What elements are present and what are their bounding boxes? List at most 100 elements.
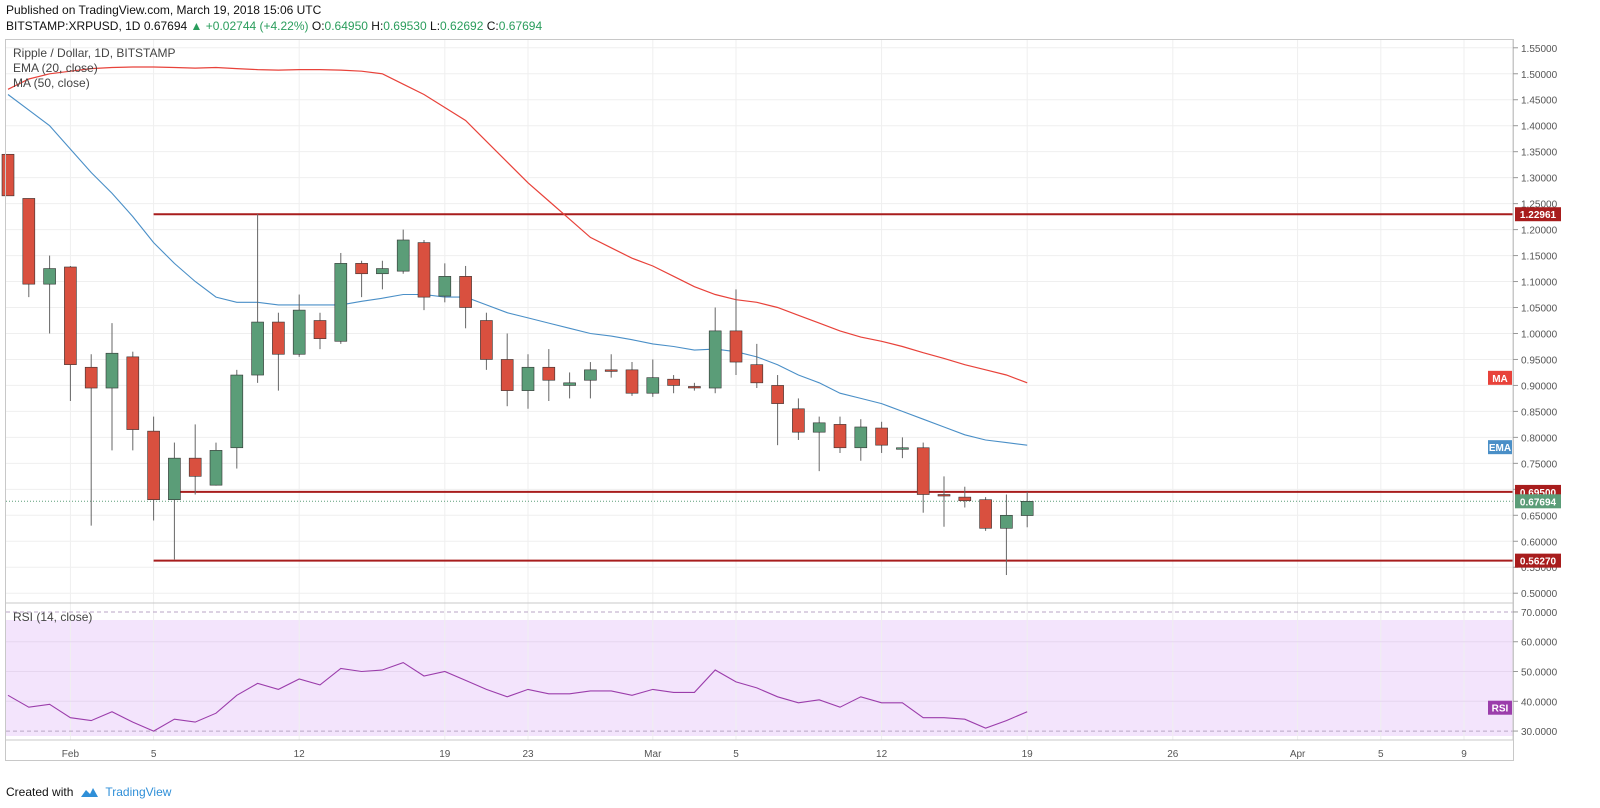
candle-up [438,276,452,297]
tradingview-link[interactable]: TradingView [105,785,172,799]
level-badge [1515,553,1561,568]
y-tick-label: 1.50000 [1521,70,1558,81]
y-tick-label: 0.65000 [1521,511,1558,522]
ma-line-group [7,66,1028,384]
ema-badge [1488,440,1512,455]
y-tick-label: 1.25000 [1521,200,1558,211]
candle-down [958,496,972,502]
candle-down [937,494,951,497]
rsi-tick-label: 50.0000 [1521,668,1558,679]
level-badge-label: 0.69500 [1520,488,1557,499]
published-line: Published on TradingView.com, March 19, … [6,3,322,17]
candle-up [251,321,264,376]
y-tick-label: 1.30000 [1521,174,1558,185]
level-badge-label: 0.56270 [1520,557,1557,568]
candle-up [812,422,826,433]
rsi-tick-label: 30.0000 [1521,727,1558,738]
candle-up [708,330,722,389]
close-label: C: [486,19,499,33]
candle-up [209,450,223,486]
x-tick-label: Apr [1290,749,1306,760]
candle-down [480,320,493,360]
y-tick-label: 1.10000 [1521,278,1558,289]
axis-badges: 1.22961 0.69500 0.56270 0.67694 MA EMA RSI [1488,207,1561,715]
y-tick-label: 0.60000 [1521,537,1558,548]
candle-down [272,321,285,355]
candle-up [43,268,56,285]
y-tick-label: 1.00000 [1521,329,1558,340]
candle-up [230,374,244,449]
x-tick-label: Mar [644,749,662,760]
candle-down [22,198,36,285]
y-tick-label: 0.85000 [1521,407,1558,418]
last-price-badge-label: 0.67694 [1520,497,1557,508]
candle-down [792,408,805,433]
candles [1,153,1034,576]
legend-rsi: RSI (14, close) [13,610,92,624]
x-tick-label: 5 [1378,749,1384,760]
horizontal-levels [6,213,1513,562]
candle-up [334,263,348,342]
candle-down [979,499,992,529]
ma-line [7,66,1028,384]
y-tick-label: 1.40000 [1521,122,1558,133]
ema-line-group [7,94,1028,446]
low-value: 0.62692 [440,19,484,33]
x-tick-label: 9 [1461,749,1467,760]
candle-down [604,369,618,372]
up-arrow-icon: ▲ [190,19,203,33]
high-value: 0.69530 [383,19,427,33]
x-tick-label: 19 [439,749,451,760]
low-label: L: [430,19,441,33]
candle-up [896,447,909,450]
rsi-axis[interactable]: 70.0000 60.0000 50.0000 40.0000 30.0000 [1513,608,1558,738]
candle-up [1000,514,1013,529]
candle-up [1020,500,1034,516]
legend-series: Ripple / Dollar, 1D, BITSTAMP [13,46,176,60]
time-axis[interactable]: Feb 5 12 19 23 Mar 5 12 19 26 Apr 5 9 [62,749,1467,760]
candle-down [625,369,639,394]
candle-up [168,457,181,501]
rsi-band [6,620,1513,736]
ema-line [7,94,1028,446]
candle-down [833,424,847,449]
ma-badge-label: MA [1492,374,1508,385]
rsi-badge-label: RSI [1492,704,1509,715]
candle-down [147,430,160,501]
candle-down [500,359,514,391]
x-tick-label: 26 [1167,749,1179,760]
y-tick-label: 0.50000 [1521,589,1558,600]
candle-up [376,268,389,275]
close-value: 0.67694 [498,19,543,33]
tradingview-cloud-icon [81,788,99,797]
open-label: O: [311,19,325,33]
x-tick-label: 23 [522,749,534,760]
rsi-badge [1488,700,1512,715]
candle-up [646,377,660,394]
legend-ma: MA (50, close) [13,76,90,90]
candle-down [313,320,327,339]
rsi-tick-label: 60.0000 [1521,638,1558,649]
x-tick-label: 5 [151,749,157,760]
candle-down [771,385,784,404]
candle-down [729,330,743,363]
y-tick-label: 1.35000 [1521,148,1558,159]
candle-down [916,447,930,495]
level-badge-label: 1.22961 [1520,210,1557,221]
rsi-tick-label: 40.0000 [1521,697,1558,708]
candle-down [688,386,701,389]
ma-badge [1488,370,1512,385]
symbol-info-line: BITSTAMP:XRPUSD, 1D 0.67694 ▲ +0.02744 (… [6,19,542,33]
candle-up [584,369,597,381]
rsi-line [7,661,1028,732]
candle-down [459,276,472,308]
candle-down [750,364,764,384]
candle-down [188,457,202,477]
x-tick-label: 19 [1022,749,1034,760]
main-pane-bg [6,40,1513,601]
change-value: +0.02744 (+4.22%) [205,19,309,33]
legend-ema: EMA (20, close) [13,61,98,75]
candle-up [521,366,535,391]
price-axis[interactable]: 1.55000 1.50000 1.45000 1.40000 1.35000 1.300… [1513,44,1558,600]
